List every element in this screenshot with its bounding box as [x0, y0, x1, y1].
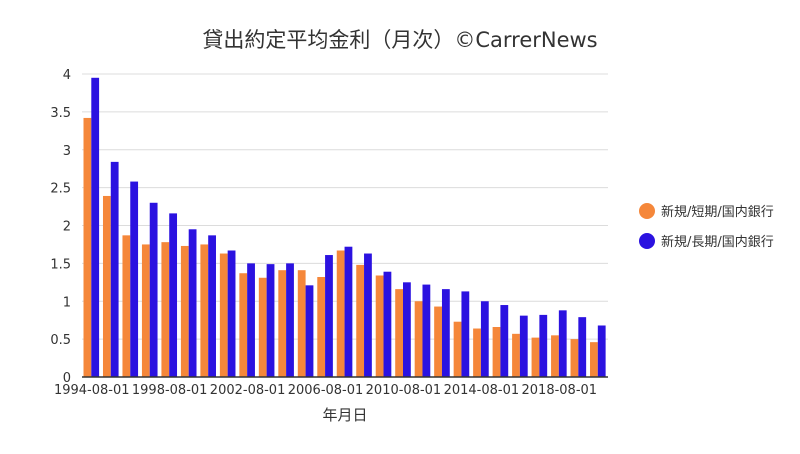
bar-long-term[interactable] — [169, 213, 178, 377]
bar-short-term[interactable] — [570, 339, 579, 377]
bar-long-term[interactable] — [286, 263, 294, 377]
legend-label: 新規/長期/国内銀行 — [661, 234, 774, 250]
bar-short-term[interactable] — [122, 235, 131, 377]
bar-long-term[interactable] — [266, 264, 275, 377]
bar-short-term[interactable] — [531, 337, 540, 377]
bars — [83, 77, 606, 377]
x-tick-label: 2014-08-01 — [444, 383, 520, 398]
x-axis-ticks: 1994-08-01 1998-08-01 2002-08-01 2006-08-01… — [54, 383, 597, 398]
x-tick-label: 2006-08-01 — [288, 383, 364, 398]
bar-long-term[interactable] — [247, 263, 255, 377]
legend-label: 新規/短期/国内銀行 — [661, 204, 774, 220]
bar-short-term[interactable] — [83, 117, 92, 377]
bar-long-term[interactable] — [500, 305, 509, 377]
bar-long-term[interactable] — [344, 246, 353, 377]
y-tick-label: 1 — [63, 295, 71, 310]
bar-long-term[interactable] — [480, 301, 489, 377]
legend-marker — [639, 233, 655, 249]
bar-short-term[interactable] — [512, 333, 520, 377]
bar-short-term[interactable] — [161, 242, 170, 377]
bar-short-term[interactable] — [297, 270, 306, 377]
bar-short-term[interactable] — [473, 328, 481, 377]
bar-short-term[interactable] — [434, 306, 442, 377]
y-tick-label: 3.5 — [50, 106, 71, 121]
bar-long-term[interactable] — [597, 325, 606, 377]
bar-short-term[interactable] — [102, 195, 111, 377]
bar-short-term[interactable] — [278, 270, 287, 377]
bar-short-term[interactable] — [590, 342, 598, 377]
y-tick-label: 0 — [63, 371, 71, 386]
bar-long-term[interactable] — [539, 314, 548, 377]
y-tick-label: 2.5 — [50, 182, 71, 197]
bar-long-term[interactable] — [461, 291, 470, 377]
x-tick-label: 2010-08-01 — [366, 383, 442, 398]
bar-short-term[interactable] — [375, 275, 384, 377]
bar-long-term[interactable] — [578, 317, 587, 377]
y-tick-label: 4 — [63, 68, 71, 83]
y-tick-label: 1.5 — [50, 257, 71, 272]
bar-short-term[interactable] — [453, 321, 462, 377]
y-tick-label: 0.5 — [50, 333, 71, 348]
bar-long-term[interactable] — [208, 235, 216, 377]
legend-item[interactable]: 新規/短期/国内銀行 — [639, 203, 774, 220]
x-axis-label: 年月日 — [322, 406, 367, 424]
bar-short-term[interactable] — [551, 335, 559, 377]
bar-long-term[interactable] — [305, 285, 314, 377]
bar-short-term[interactable] — [414, 301, 423, 377]
bar-long-term[interactable] — [558, 310, 567, 377]
legend-marker — [639, 203, 655, 219]
x-tick-label: 2002-08-01 — [210, 383, 286, 398]
bar-long-term[interactable] — [441, 289, 450, 377]
bar-long-term[interactable] — [149, 202, 158, 377]
legend-item[interactable]: 新規/長期/国内銀行 — [639, 233, 774, 250]
chart-title: 貸出約定平均金利（月次）©CarrerNews — [202, 28, 597, 52]
bar-long-term[interactable] — [364, 253, 372, 377]
bar-short-term[interactable] — [395, 289, 404, 377]
x-tick-label: 1998-08-01 — [132, 383, 208, 398]
y-tick-label: 2 — [63, 220, 71, 235]
bar-short-term[interactable] — [239, 273, 248, 377]
bar-long-term[interactable] — [110, 161, 119, 377]
bar-long-term[interactable] — [227, 250, 236, 377]
bar-short-term[interactable] — [356, 264, 365, 377]
bar-short-term[interactable] — [141, 244, 150, 377]
bar-short-term[interactable] — [219, 253, 228, 377]
bar-long-term[interactable] — [91, 77, 100, 377]
bar-long-term[interactable] — [130, 181, 139, 377]
y-tick-label: 3 — [63, 144, 71, 159]
bar-long-term[interactable] — [325, 255, 333, 377]
bar-short-term[interactable] — [336, 250, 345, 377]
bar-long-term[interactable] — [422, 284, 431, 377]
bar-short-term[interactable] — [180, 245, 189, 377]
bar-long-term[interactable] — [403, 282, 411, 377]
bar-short-term[interactable] — [317, 277, 326, 377]
bar-short-term[interactable] — [200, 244, 209, 377]
bar-long-term[interactable] — [383, 271, 392, 377]
y-axis-ticks: 0 0.5 1 1.5 2 2.5 3 3.5 4 — [50, 68, 71, 386]
bar-long-term[interactable] — [519, 315, 528, 377]
bar-short-term[interactable] — [258, 277, 267, 377]
x-tick-label: 2018-08-01 — [522, 383, 598, 398]
x-tick-label: 1994-08-01 — [54, 383, 130, 398]
bar-long-term[interactable] — [188, 229, 197, 377]
bar-short-term[interactable] — [492, 327, 501, 377]
